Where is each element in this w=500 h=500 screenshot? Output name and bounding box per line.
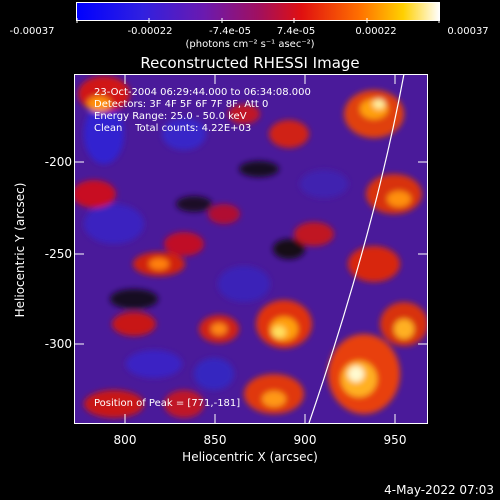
info-peak-position: Position of Peak = [771,-181] — [94, 398, 241, 409]
colorbar-tick-label: -0.00022 — [127, 26, 173, 37]
colorbar-tick-label: -0.00037 — [9, 26, 55, 37]
y-tick-label: -200 — [44, 155, 72, 169]
y-tick-label: -250 — [44, 247, 72, 261]
x-tick-label: 950 — [383, 433, 407, 447]
solar-limb-line — [308, 74, 405, 424]
info-detectors: Detectors: 3F 4F 5F 6F 7F 8F, Att 0 — [94, 99, 269, 110]
date-stamp: 4-May-2022 07:03 — [384, 483, 494, 497]
axis-ticks — [74, 74, 428, 424]
x-axis-label: Heliocentric X (arcsec) — [182, 450, 318, 464]
plot-title: Reconstructed RHESSI Image — [140, 54, 360, 72]
colorbar-tick-label: 0.00037 — [447, 26, 489, 37]
colorbar-tick-label: -7.4e-05 — [209, 26, 251, 37]
x-tick-label: 850 — [203, 433, 227, 447]
info-time-range: 23-Oct-2004 06:29:44.000 to 06:34:08.000 — [94, 87, 311, 98]
colorbar — [76, 2, 440, 21]
colorbar-unit-label: (photons cm⁻² s⁻¹ asec⁻²) — [185, 39, 315, 50]
x-tick-label: 900 — [293, 433, 317, 447]
rhessi-image — [74, 74, 428, 424]
y-tick-label: -300 — [44, 337, 72, 351]
colorbar-tick-label: 7.4e-05 — [276, 26, 316, 37]
info-energy: Energy Range: 25.0 - 50.0 keV — [94, 111, 247, 122]
y-axis-label: Heliocentric Y (arcsec) — [13, 182, 27, 318]
x-tick-label: 800 — [113, 433, 137, 447]
colorbar-tick-label: 0.00022 — [355, 26, 397, 37]
colorbar-tick-marks — [76, 18, 440, 23]
info-clean-counts: Clean Total counts: 4.22E+03 — [94, 123, 252, 134]
